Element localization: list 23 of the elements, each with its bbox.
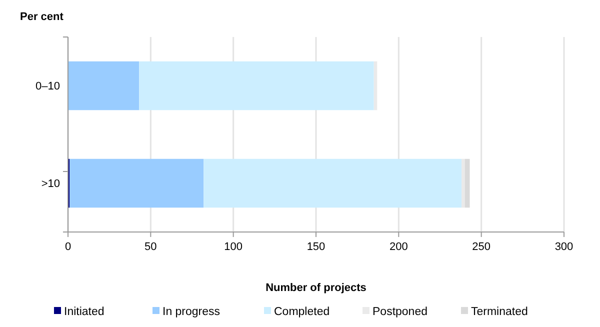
- y-tick-label: 0–10: [36, 80, 60, 93]
- legend-label: Postponed: [372, 306, 428, 318]
- x-tick-label: 200: [389, 241, 408, 253]
- x-tick-label: 50: [144, 241, 157, 253]
- y-axis-title: Per cent: [20, 11, 64, 23]
- bar: [204, 158, 462, 208]
- legend-label: Terminated: [471, 306, 528, 318]
- bar: [139, 61, 374, 110]
- legend-label: Initiated: [64, 306, 104, 318]
- bar: [374, 61, 378, 110]
- bar: [464, 158, 470, 208]
- x-tick-label: 100: [224, 241, 243, 253]
- bar: [70, 158, 204, 208]
- y-tick-label: >10: [41, 178, 60, 190]
- x-tick-label: 0: [64, 241, 72, 253]
- legend-label: Completed: [274, 306, 330, 318]
- x-tick-label: 250: [472, 241, 491, 253]
- bar: [461, 158, 465, 208]
- legend-label: In progress: [162, 306, 220, 318]
- x-axis-title: Number of projects: [266, 282, 366, 294]
- x-tick-label: 300: [554, 241, 574, 253]
- bar: [68, 61, 140, 110]
- x-tick-label: 150: [306, 241, 326, 253]
